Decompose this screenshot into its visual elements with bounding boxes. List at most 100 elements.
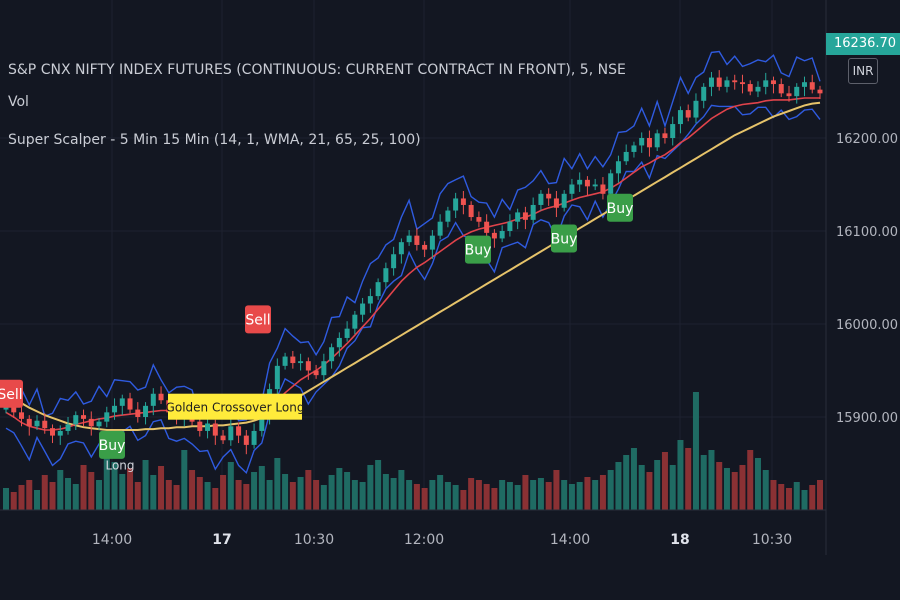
signal-label: Sell (245, 312, 270, 328)
candle-body (65, 424, 71, 431)
volume-bar (530, 480, 537, 510)
candle-body (569, 184, 575, 194)
candle-body (81, 415, 87, 419)
fast-ma-line (5, 97, 820, 431)
price-tick-label: 16000.00 (836, 318, 898, 333)
candle-body (158, 393, 164, 401)
volume-bar (344, 472, 351, 510)
time-tick-label: 17 (212, 532, 231, 548)
volume-bar (584, 477, 591, 510)
candle-body (476, 217, 482, 222)
candle-body (608, 173, 614, 194)
volume-bar (158, 466, 165, 510)
volume-bar (196, 477, 203, 510)
volume-bar (654, 460, 661, 510)
candle-body (236, 426, 242, 436)
volume-bar (375, 460, 382, 510)
candle-body (391, 254, 397, 269)
volume-bar (607, 470, 614, 510)
volume-bar (716, 462, 723, 510)
volume-bar (615, 462, 622, 510)
volume-bars (3, 392, 823, 510)
candle-body (553, 198, 559, 208)
candle-body (685, 110, 691, 118)
candle-body (778, 84, 784, 94)
signal-badge (551, 224, 577, 253)
candle-body (499, 231, 505, 239)
candle-body (809, 82, 815, 90)
candle-body (352, 314, 358, 329)
candle-body (522, 212, 528, 220)
candle-body (623, 151, 629, 162)
candle-body (228, 426, 234, 441)
volume-bar (677, 440, 684, 510)
candle-body (453, 198, 459, 211)
volume-bar (661, 452, 668, 510)
candle-body (577, 179, 583, 185)
candle-body (515, 212, 521, 222)
candle-body (313, 370, 319, 376)
volume-bar (669, 465, 676, 510)
volume-bar (266, 480, 273, 510)
volume-bar (398, 470, 405, 510)
legend-symbol[interactable]: S&P CNX NIFTY INDEX FUTURES (CONTINUOUS:… (8, 62, 626, 78)
volume-bar (708, 450, 715, 510)
candle-body (73, 415, 79, 425)
candle-body (468, 204, 474, 218)
volume-bar (41, 475, 48, 510)
candle-body (794, 86, 800, 97)
candle-body (538, 193, 544, 205)
candle-body (615, 161, 621, 174)
signal-badge (0, 379, 23, 408)
candle-body (755, 86, 761, 92)
sell-signal: Sell (245, 305, 271, 334)
candle-body (88, 418, 94, 427)
legend-vol[interactable]: Vol (8, 94, 29, 110)
volume-bar (328, 475, 335, 510)
volume-bar (390, 478, 397, 510)
slow-ma-line (5, 101, 821, 431)
volume-bar (406, 480, 413, 510)
volume-bar (49, 482, 56, 510)
candle-body (677, 110, 683, 125)
volume-bar (638, 465, 645, 510)
time-tick-label: 18 (670, 532, 689, 548)
volume-bar (289, 482, 296, 510)
volume-bar (274, 458, 281, 510)
volume-bar (809, 485, 816, 510)
volume-bar (592, 480, 599, 510)
candle-body (251, 430, 257, 445)
volume-bar (150, 475, 157, 510)
volume-bar (243, 484, 250, 510)
volume-bar (142, 460, 149, 510)
volume-bar (630, 448, 637, 510)
time-tick-label: 10:30 (294, 532, 334, 548)
candle-body (282, 356, 288, 366)
candle-body (274, 365, 280, 390)
buy-signal: Buy (99, 430, 125, 459)
volume-bar (545, 482, 552, 510)
legend-indicator[interactable]: Super Scalper - 5 Min 15 Min (14, 1, WMA… (8, 132, 421, 148)
candle-body (437, 221, 443, 236)
volume-bar (173, 485, 180, 510)
candle-body (344, 328, 350, 338)
candle-body (119, 398, 125, 406)
candle-body (739, 82, 745, 85)
candle-body (631, 145, 637, 152)
candle-body (143, 405, 149, 417)
buy-signal: Buy (551, 224, 577, 253)
currency-badge[interactable]: INR (848, 58, 878, 84)
volume-bar (437, 475, 444, 510)
volume-bar (522, 475, 529, 510)
volume-bar (754, 458, 761, 510)
volume-bar (646, 472, 653, 510)
volume-bar (305, 470, 312, 510)
volume-bar (367, 465, 374, 510)
volume-bar (468, 478, 475, 510)
volume-bar (26, 480, 33, 510)
volume-bar (3, 488, 9, 510)
candle-body (716, 77, 722, 87)
candle-body (96, 421, 102, 427)
